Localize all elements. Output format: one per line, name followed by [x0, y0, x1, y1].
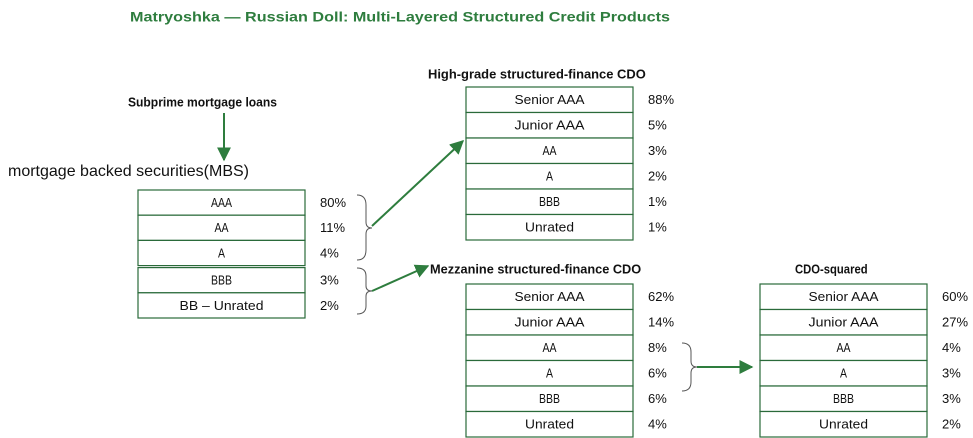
brace: [356, 267, 373, 315]
rating: AA: [837, 340, 851, 355]
source-label: Subprime mortgage loans: [128, 94, 277, 109]
share: 27%: [942, 315, 968, 330]
rating: AA: [215, 220, 229, 235]
cell: [759, 385, 928, 413]
share: 2%: [320, 298, 339, 313]
table-title: CDO-squared: [795, 261, 868, 276]
rating: A: [840, 366, 847, 381]
rating: Unrated: [819, 417, 868, 432]
rating: Unrated: [525, 417, 574, 432]
cell: [759, 334, 928, 362]
rating: AA: [543, 340, 557, 355]
cell: [465, 111, 634, 139]
rating: AAA: [211, 195, 232, 210]
share: 88%: [648, 92, 674, 107]
cell: [465, 283, 634, 311]
brace: [681, 342, 698, 392]
share: 60%: [942, 289, 968, 304]
cell: [465, 308, 634, 336]
brace: [356, 194, 373, 261]
cell: [465, 334, 634, 362]
rating: BBB: [539, 194, 560, 209]
rating: A: [218, 245, 225, 260]
share: 14%: [648, 315, 674, 330]
rating: Senior AAA: [515, 289, 585, 304]
rating: BB – Unrated: [180, 298, 264, 313]
rating: BBB: [833, 391, 854, 406]
rating: Unrated: [525, 220, 574, 235]
rating: Junior AAA: [515, 118, 585, 133]
share: 3%: [648, 143, 667, 158]
rating: Junior AAA: [515, 315, 585, 330]
share: 4%: [942, 340, 961, 355]
cell: [137, 292, 306, 319]
share: 6%: [648, 366, 667, 381]
cell: [465, 410, 634, 438]
cell: [137, 189, 306, 216]
rating: Senior AAA: [809, 289, 879, 304]
rating: AA: [543, 143, 557, 158]
cell: [759, 283, 928, 311]
share: 11%: [320, 220, 345, 235]
share: 8%: [648, 340, 667, 355]
rating: Junior AAA: [809, 315, 879, 330]
share: 2%: [942, 417, 961, 432]
title: Matryoshka — Russian Doll: Multi-Layered…: [130, 9, 670, 25]
arrow: [371, 140, 465, 227]
cell: [465, 359, 634, 387]
cell: [759, 359, 928, 387]
share: 80%: [320, 195, 346, 210]
rating: Senior AAA: [515, 92, 585, 107]
cell: [137, 239, 306, 267]
share: 1%: [648, 220, 667, 235]
rating: A: [546, 366, 553, 381]
share: 3%: [942, 366, 961, 381]
share: 4%: [648, 417, 667, 432]
share: 3%: [942, 391, 961, 406]
share: 6%: [648, 391, 667, 406]
cell: [465, 213, 634, 241]
table-title: Mezzanine structured-finance CDO: [430, 261, 641, 276]
rating: BBB: [539, 391, 560, 406]
arrow: [371, 264, 430, 292]
table-title: High-grade structured-finance CDO: [428, 66, 646, 81]
share: 1%: [648, 194, 667, 209]
share: 5%: [648, 118, 667, 133]
table-title: mortgage backed securities(MBS): [8, 163, 249, 180]
share: 3%: [320, 273, 339, 288]
cell: [465, 86, 634, 114]
rating: BBB: [211, 273, 232, 288]
cell: [137, 214, 306, 241]
cell: [137, 267, 306, 294]
share: 62%: [648, 289, 674, 304]
rating: A: [546, 169, 553, 184]
share: 4%: [320, 245, 339, 260]
cell: [759, 410, 928, 438]
tables: mortgage backed securities(MBS)AAA 80%AA 1…: [8, 66, 968, 438]
share: 2%: [648, 169, 667, 184]
